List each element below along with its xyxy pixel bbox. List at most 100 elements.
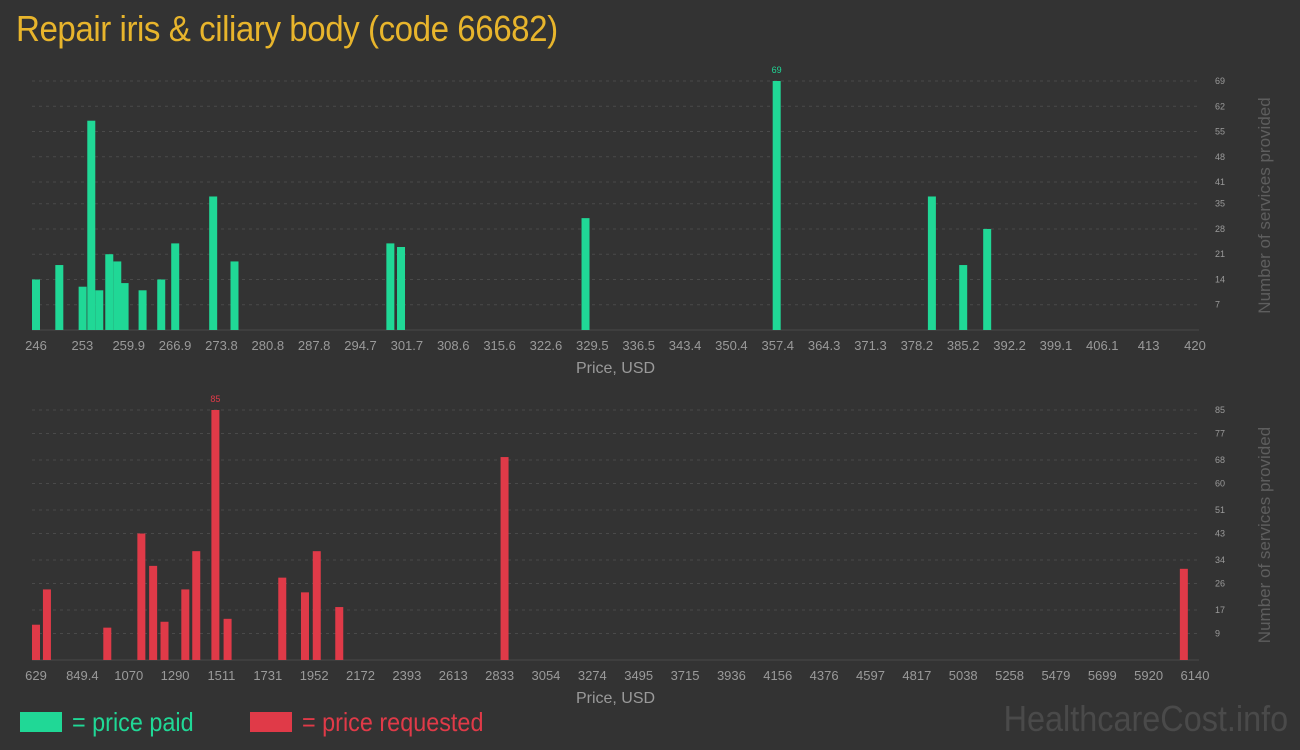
x-tick-label: 420	[1184, 338, 1206, 353]
y-tick-label: 28	[1215, 224, 1225, 234]
x-tick-label: 4597	[856, 668, 885, 683]
x-tick-label: 329.5	[576, 338, 609, 353]
x-tick-label: 4156	[763, 668, 792, 683]
watermark-logo: HealthcareCost.info	[1003, 698, 1288, 739]
x-tick-label: 5258	[995, 668, 1024, 683]
bar	[312, 551, 321, 660]
legend-price-paid: = price paid	[20, 706, 207, 738]
y-tick-label: 26	[1215, 579, 1225, 589]
bar	[105, 254, 114, 330]
bar	[137, 533, 146, 660]
bar	[113, 261, 122, 330]
bar	[138, 290, 147, 330]
x-tick-label: 392.2	[993, 338, 1026, 353]
x-tick-label: 364.3	[808, 338, 841, 353]
x-tick-label: 294.7	[344, 338, 377, 353]
legend-paid-label: = price paid	[72, 706, 194, 737]
bar	[32, 279, 40, 330]
bar	[230, 261, 239, 330]
x-tick-label: 280.8	[252, 338, 285, 353]
y-tick-label: 43	[1215, 529, 1225, 539]
x-tick-label: 4817	[902, 668, 931, 683]
bar	[95, 290, 104, 330]
y-tick-label: 9	[1215, 629, 1220, 639]
x-tick-label: 3936	[717, 668, 746, 683]
x-tick-label: 1731	[253, 668, 282, 683]
bar	[87, 120, 96, 330]
bar	[335, 607, 344, 660]
bar	[397, 247, 406, 330]
x-tick-label: 246	[25, 338, 47, 353]
bar	[149, 565, 158, 660]
x-tick-label: 350.4	[715, 338, 748, 353]
x-tick-label: 3274	[578, 668, 607, 683]
bar	[32, 624, 40, 660]
y-tick-label: 14	[1215, 274, 1225, 284]
x-tick-label: 378.2	[901, 338, 934, 353]
x-tick-label: 357.4	[761, 338, 794, 353]
bar	[983, 228, 992, 330]
x-tick-label: 2613	[439, 668, 468, 683]
y-tick-label: 60	[1215, 479, 1225, 489]
legend-requested-label: = price requested	[302, 706, 484, 737]
x-tick-label: 2393	[392, 668, 421, 683]
x-tick-label: 3054	[531, 668, 560, 683]
bar	[959, 265, 968, 330]
y-tick-label: 69	[1215, 76, 1225, 86]
legend-price-requested: = price requested	[250, 706, 504, 738]
x-tick-label: 336.5	[622, 338, 655, 353]
x-tick-label: 1952	[300, 668, 329, 683]
x-tick-label: 3715	[671, 668, 700, 683]
bar	[103, 627, 112, 660]
peak-value-label: 85	[210, 394, 220, 404]
y-tick-label: 51	[1215, 505, 1225, 515]
x-tick-label: 266.9	[159, 338, 192, 353]
bar	[772, 81, 781, 330]
bar	[171, 243, 180, 330]
x-tick-label: 1290	[161, 668, 190, 683]
bar	[120, 283, 129, 330]
x-tick-label: 273.8	[205, 338, 238, 353]
bar	[278, 577, 287, 660]
bar	[42, 589, 51, 660]
bar	[1179, 568, 1188, 660]
x-tick-label: 5479	[1041, 668, 1070, 683]
price-requested-chart: 9 17 26 34 43 51 60 68 77 85 629 849.4 1070 1290 1511 1…	[25, 394, 1274, 707]
price-paid-chart: 7 14 21 28 35 41 48 55 62 69 246 253 259.9 266.9 273.8…	[25, 65, 1274, 377]
x-tick-label: 259.9	[112, 338, 145, 353]
x-tick-label: 413	[1138, 338, 1160, 353]
y-tick-label: 68	[1215, 455, 1225, 465]
bar	[157, 279, 166, 330]
peak-value-label: 69	[772, 65, 782, 75]
x-tick-label: 385.2	[947, 338, 980, 353]
x-tick-label: 322.6	[530, 338, 563, 353]
x-tick-label: 5038	[949, 668, 978, 683]
bar	[581, 218, 590, 330]
y-tick-label: 34	[1215, 555, 1225, 565]
x-tick-label: 4376	[810, 668, 839, 683]
x-tick-label: 315.6	[483, 338, 516, 353]
y-tick-label: 21	[1215, 249, 1225, 259]
x-tick-label: 406.1	[1086, 338, 1119, 353]
x-tick-label: 2172	[346, 668, 375, 683]
y-tick-label: 55	[1215, 127, 1225, 137]
y-axis-title: Number of services provided	[1255, 427, 1274, 643]
y-tick-label: 77	[1215, 429, 1225, 439]
y-tick-label: 85	[1215, 405, 1225, 415]
x-tick-label: 343.4	[669, 338, 702, 353]
y-tick-label: 41	[1215, 177, 1225, 187]
x-tick-label: 371.3	[854, 338, 887, 353]
x-tick-label: 849.4	[66, 668, 99, 683]
x-tick-label: 399.1	[1040, 338, 1073, 353]
bar	[927, 196, 936, 330]
legend-requested-swatch	[250, 712, 292, 732]
bar	[160, 621, 169, 660]
x-tick-label: 6140	[1181, 668, 1210, 683]
bar	[211, 410, 220, 660]
bar	[192, 551, 201, 660]
x-tick-label: 1070	[114, 668, 143, 683]
bar	[78, 286, 87, 330]
bar	[209, 196, 218, 330]
bar	[386, 243, 395, 330]
y-tick-label: 62	[1215, 101, 1225, 111]
